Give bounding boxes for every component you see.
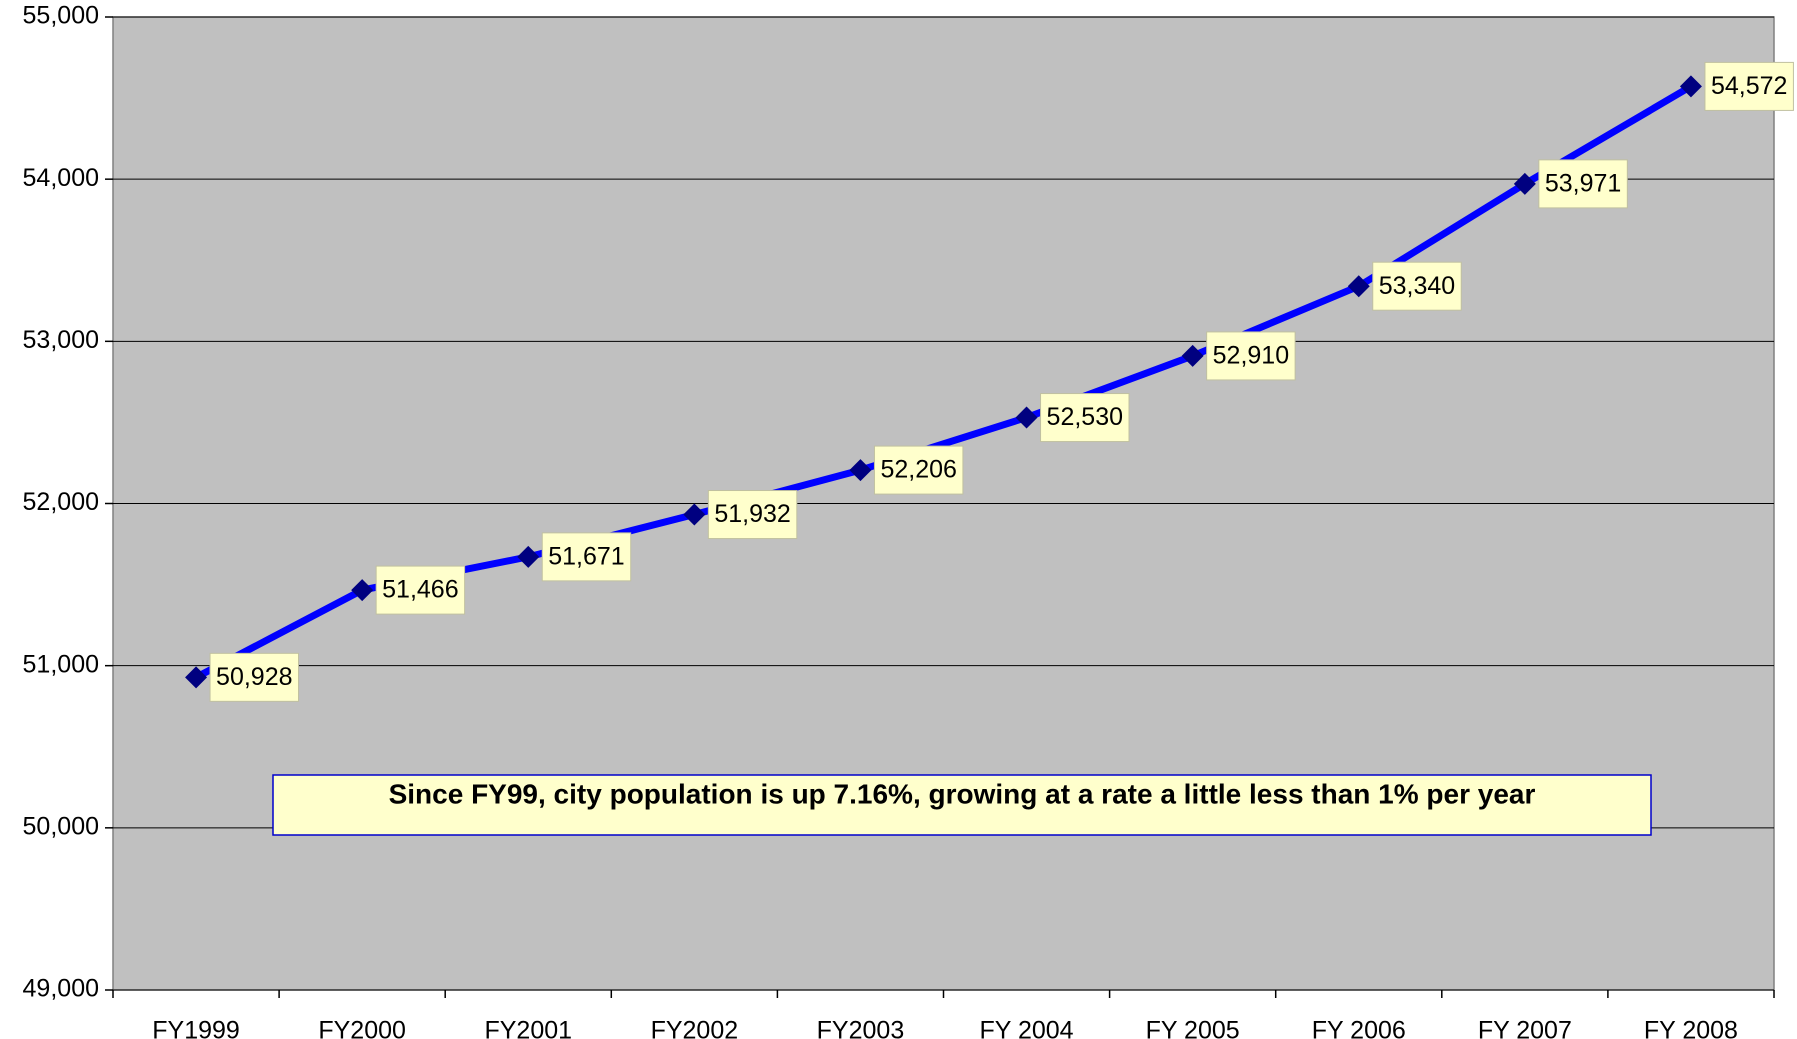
value-label-box (375, 565, 466, 615)
marker (185, 666, 208, 689)
x-tick-label: FY 2005 (1146, 1017, 1240, 1039)
marker (683, 503, 706, 526)
value-label: 52,910 (1213, 342, 1289, 370)
marker (1513, 172, 1536, 195)
y-tick-label: 51,000 (23, 650, 99, 678)
value-label-box (1206, 331, 1296, 381)
y-tick-label: 49,000 (23, 975, 99, 1003)
x-tick-label: FY2000 (318, 1017, 406, 1039)
value-label-box (1538, 159, 1628, 209)
value-label: 53,971 (1545, 169, 1621, 197)
value-label-box (541, 532, 632, 582)
y-tick-label: 55,000 (23, 2, 99, 30)
y-tick-label: 50,000 (23, 812, 99, 840)
value-label: 51,671 (548, 542, 624, 570)
marker (1679, 75, 1702, 98)
x-tick-label: FY 2007 (1478, 1017, 1572, 1039)
value-label-box (707, 490, 798, 540)
value-label-box (1704, 61, 1794, 111)
annotation-box (272, 774, 1652, 836)
x-tick-label: FY2002 (651, 1017, 739, 1039)
value-label-box (1372, 261, 1462, 311)
y-tick-label: 53,000 (23, 326, 99, 354)
y-tick-label: 52,000 (23, 488, 99, 516)
marker (351, 579, 374, 602)
value-label: 52,206 (880, 456, 956, 484)
value-label: 53,340 (1379, 272, 1455, 300)
value-label-box (209, 652, 300, 702)
value-label: 51,932 (714, 500, 790, 528)
value-label: 54,572 (1711, 72, 1787, 100)
annotation: Since FY99, city population is up 7.16%,… (389, 778, 1536, 809)
x-tick-label: FY2003 (817, 1017, 905, 1039)
value-label-box (873, 445, 964, 495)
y-tick-label: 54,000 (23, 164, 99, 192)
marker (1181, 344, 1204, 367)
x-tick-label: FY 2004 (980, 1017, 1074, 1039)
marker (1347, 275, 1370, 298)
x-tick-label: FY1999 (152, 1017, 240, 1039)
marker (1015, 406, 1038, 429)
value-label: 51,466 (382, 576, 458, 604)
x-tick-label: FY 2008 (1644, 1017, 1738, 1039)
value-label-box (1040, 393, 1130, 443)
marker (517, 545, 540, 568)
marker (849, 459, 872, 482)
value-label: 50,928 (216, 663, 292, 691)
value-label: 52,530 (1047, 403, 1123, 431)
x-tick-label: FY 2006 (1312, 1017, 1406, 1039)
x-tick-label: FY2001 (484, 1017, 572, 1039)
